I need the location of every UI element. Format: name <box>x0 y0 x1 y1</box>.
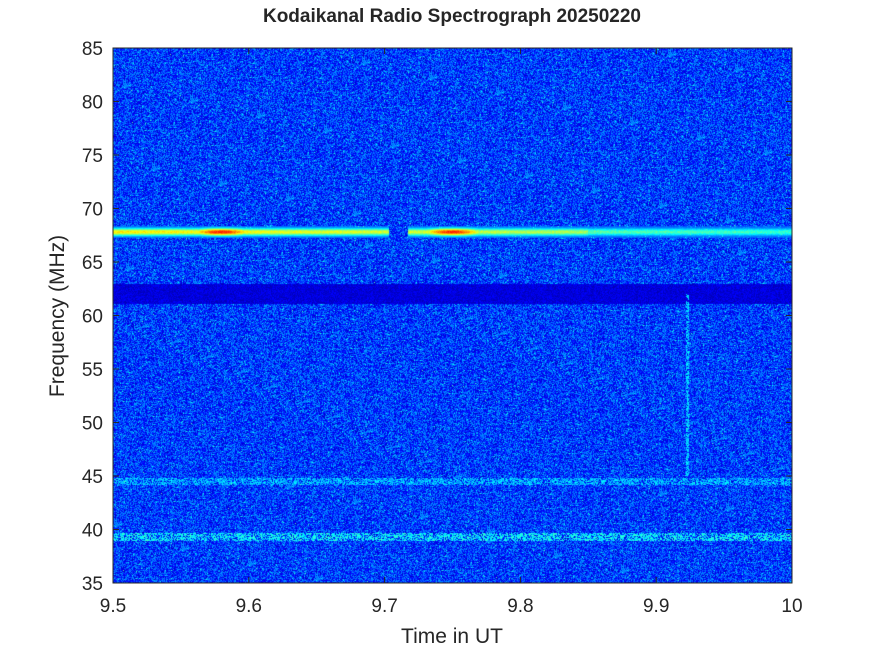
y-tick-label: 85 <box>82 39 103 60</box>
x-tick-label: 9.9 <box>643 596 669 617</box>
y-tick-label: 55 <box>82 360 103 381</box>
x-tick-label: 9.7 <box>371 596 397 617</box>
y-tick-label: 80 <box>82 93 103 114</box>
y-tick-label: 70 <box>82 200 103 221</box>
y-axis: 35 40 45 50 55 60 65 70 75 80 85 <box>82 39 792 595</box>
x-axis-label: Time in UT <box>401 625 503 648</box>
y-tick-label: 60 <box>82 307 103 328</box>
y-axis-label: Frequency (MHz) <box>46 235 69 397</box>
y-tick-label: 45 <box>82 467 103 488</box>
y-tick-label: 40 <box>82 521 103 542</box>
plot-area <box>113 48 792 583</box>
y-tick-label: 75 <box>82 146 103 167</box>
x-axis: 9.5 9.6 9.7 9.8 9.9 10 <box>100 48 803 617</box>
y-tick-label: 35 <box>82 574 103 595</box>
spectrogram-heatmap <box>113 48 792 583</box>
y-tick-label: 50 <box>82 414 103 435</box>
chart-title: Kodaikanal Radio Spectrograph 20250220 <box>263 6 641 27</box>
y-tick-label: 65 <box>82 253 103 274</box>
x-tick-label: 9.5 <box>100 596 126 617</box>
x-tick-label: 9.6 <box>236 596 262 617</box>
x-tick-label: 10 <box>781 596 802 617</box>
x-tick-label: 9.8 <box>507 596 533 617</box>
